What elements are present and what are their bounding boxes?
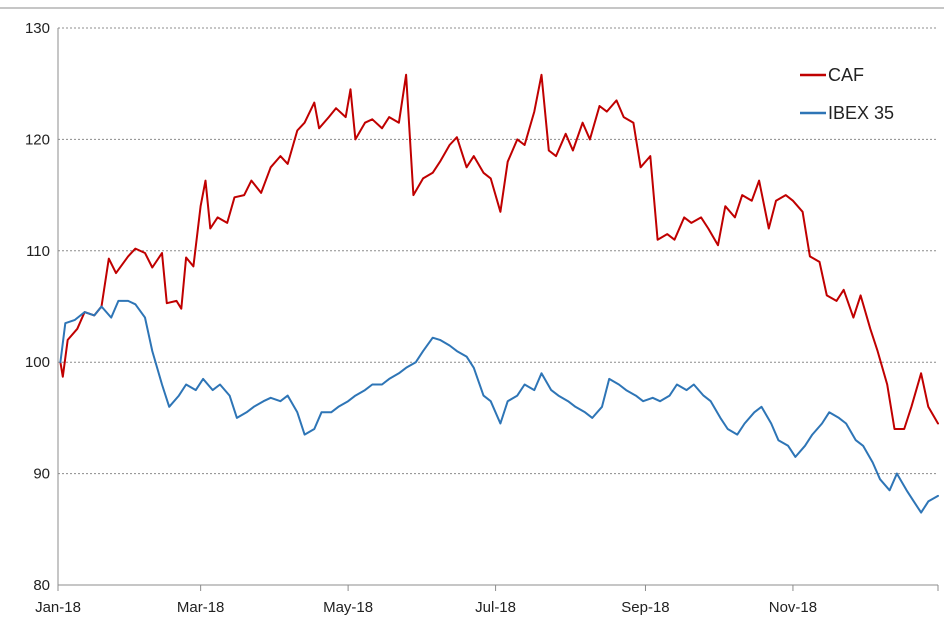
y-tick-label: 80: [33, 577, 50, 594]
legend: CAF IBEX 35: [800, 65, 894, 123]
x-tick-label: Jul-18: [475, 599, 516, 616]
y-tick-label: 130: [25, 20, 50, 37]
y-tick-label: 120: [25, 131, 50, 148]
axes: [0, 7, 944, 591]
series-line-caf: [59, 73, 939, 430]
legend-label: IBEX 35: [828, 103, 894, 123]
gridlines: [58, 27, 938, 475]
legend-label: CAF: [828, 65, 864, 85]
x-tick-label: Mar-18: [177, 599, 225, 616]
series-lines: [59, 73, 939, 514]
x-tick-label: Jan-18: [35, 599, 81, 616]
y-tick-label: 100: [25, 354, 50, 371]
y-tick-label: 90: [33, 466, 50, 483]
x-tick-label: Nov-18: [769, 599, 817, 616]
y-tick-label: 110: [26, 243, 50, 260]
x-tick-label: May-18: [323, 599, 373, 616]
series-line-ibex-35: [59, 299, 939, 514]
x-tick-label: Sep-18: [621, 599, 669, 616]
x-axis-tick-labels: Jan-18 Mar-18 May-18 Jul-18 Sep-18 Nov-18: [35, 599, 817, 616]
y-axis-tick-labels: 80 90 100 110 120 130: [25, 20, 50, 594]
